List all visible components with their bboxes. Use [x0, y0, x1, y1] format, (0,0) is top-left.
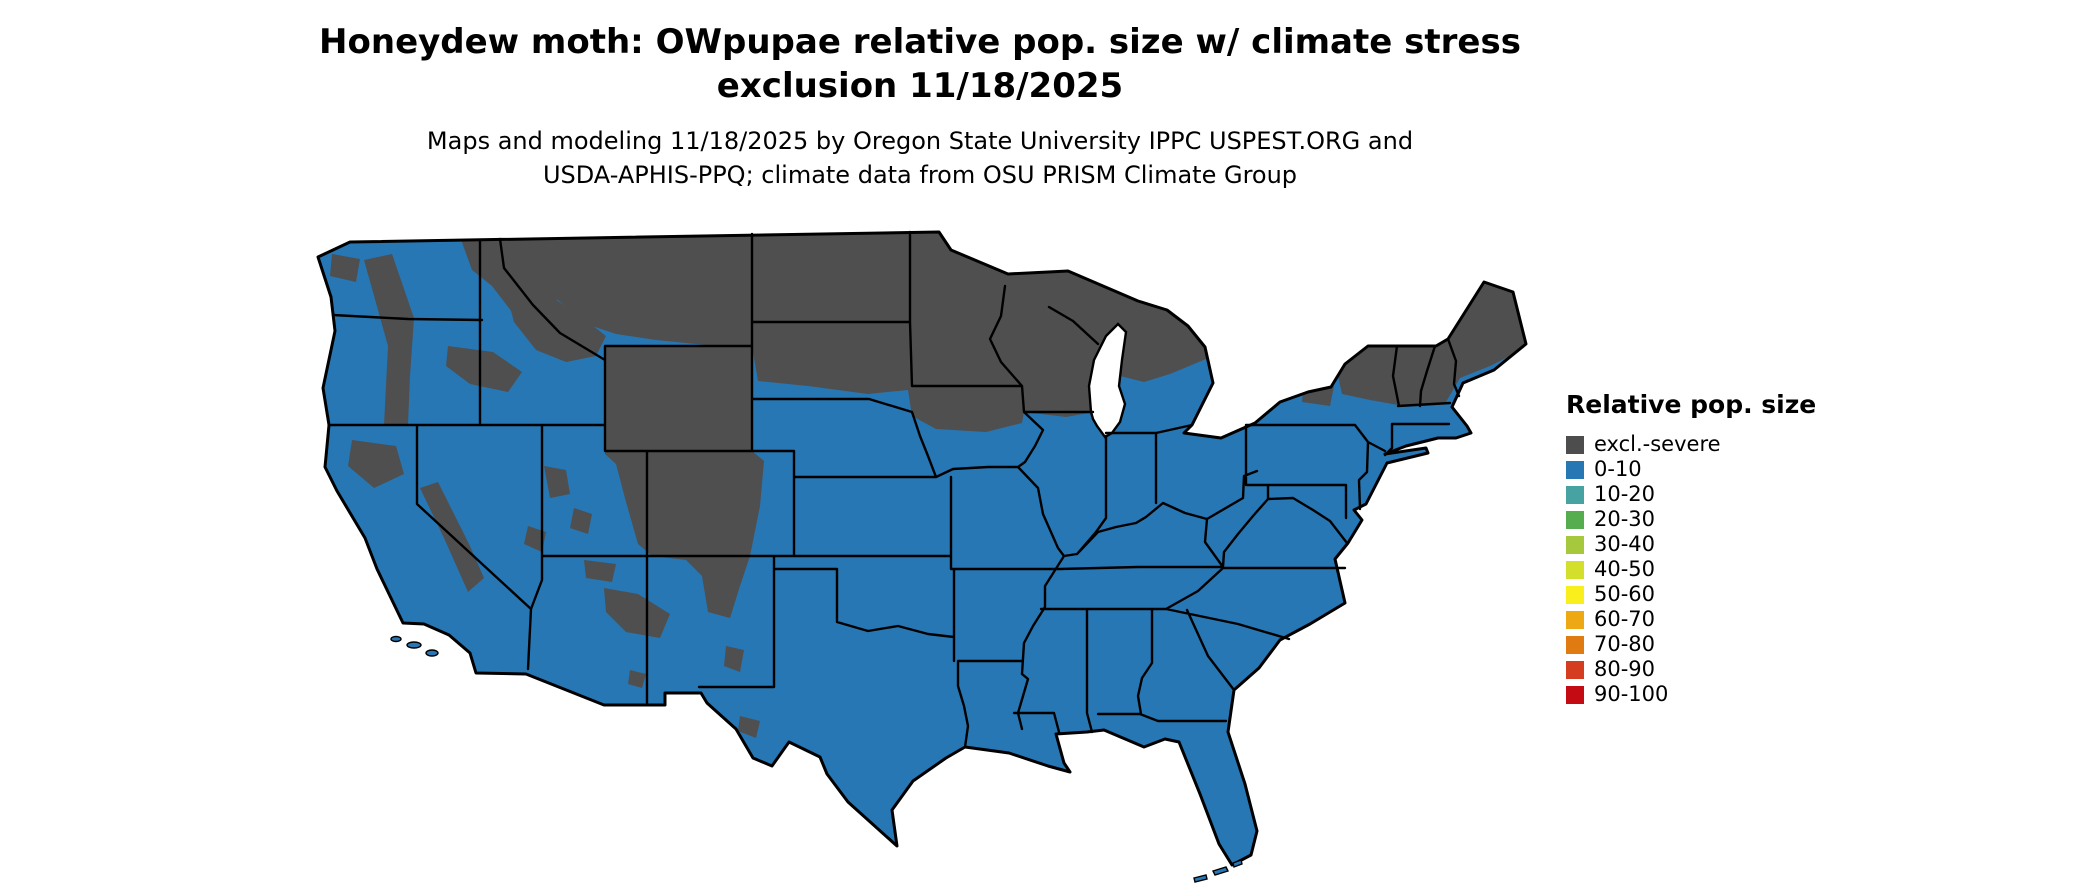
legend-label: excl.-severe — [1594, 432, 1721, 456]
legend-swatch-60-70 — [1566, 610, 1584, 629]
excluded-sacramento-mtns — [724, 646, 744, 672]
legend-swatch-30-40 — [1566, 535, 1584, 554]
excluded-mogollon — [604, 588, 670, 638]
excluded-northern-band — [456, 232, 1218, 432]
legend: Relative pop. size excl.-severe 0-10 10-… — [1566, 390, 1846, 707]
channel-islands — [390, 635, 439, 657]
map-subtitle: Maps and modeling 11/18/2025 by Oregon S… — [130, 124, 1710, 192]
legend-swatch-90-100 — [1566, 685, 1584, 704]
us-map-svg — [316, 230, 1528, 883]
legend-swatch-40-50 — [1566, 560, 1584, 579]
map-title-line2: exclusion 11/18/2025 — [716, 66, 1124, 106]
legend-label: 60-70 — [1594, 607, 1656, 631]
legend-swatch-50-60 — [1566, 585, 1584, 604]
legend-label: 40-50 — [1594, 557, 1656, 581]
legend-swatch-20-30 — [1566, 510, 1584, 529]
excluded-kaibab — [584, 560, 616, 582]
legend-label: 50-60 — [1594, 582, 1656, 606]
legend-label: 10-20 — [1594, 482, 1656, 506]
legend-label: 70-80 — [1594, 632, 1656, 656]
legend-swatch-10-20 — [1566, 485, 1584, 504]
lake-michigan — [1087, 322, 1128, 439]
legend-item: 70-80 — [1566, 632, 1846, 657]
legend-swatch-70-80 — [1566, 635, 1584, 654]
legend-label: 80-90 — [1594, 657, 1656, 681]
legend-swatch-80-90 — [1566, 660, 1584, 679]
excluded-nevada-1 — [544, 466, 570, 498]
excluded-northeast — [1338, 276, 1526, 406]
map-subtitle-line1: Maps and modeling 11/18/2025 by Oregon S… — [426, 127, 1414, 155]
map-title: Honeydew moth: OWpupae relative pop. siz… — [130, 20, 1710, 108]
excluded-blue-mountains — [446, 346, 522, 392]
map-title-line1: Honeydew moth: OWpupae relative pop. siz… — [319, 22, 1521, 62]
excluded-idaho-mountains — [504, 284, 606, 362]
legend-label: 30-40 — [1594, 532, 1656, 556]
legend-swatch-excl-severe — [1566, 435, 1584, 454]
legend-item: 90-100 — [1566, 682, 1846, 707]
legend-item: excl.-severe — [1566, 432, 1846, 457]
legend-item: 10-20 — [1566, 482, 1846, 507]
state-borders — [327, 230, 1461, 749]
legend-item: 20-30 — [1566, 507, 1846, 532]
legend-title: Relative pop. size — [1566, 390, 1817, 419]
legend-item: 40-50 — [1566, 557, 1846, 582]
excluded-sky-islands — [628, 670, 646, 688]
map-subtitle-line2: USDA-APHIS-PPQ; climate data from OSU PR… — [542, 161, 1298, 189]
legend-label: 20-30 — [1594, 507, 1656, 531]
excluded-nevada-2 — [570, 508, 592, 534]
legend-label: 90-100 — [1594, 682, 1669, 706]
excluded-cascades — [364, 254, 414, 425]
excluded-davis-mtns — [738, 716, 760, 738]
legend-swatch-0-10 — [1566, 460, 1584, 479]
excluded-olympics — [330, 254, 360, 282]
excluded-nevada-3 — [524, 526, 546, 552]
florida-keys — [1193, 859, 1243, 883]
us-map — [308, 226, 1530, 890]
legend-item: 30-40 — [1566, 532, 1846, 557]
excluded-rockies — [605, 346, 764, 618]
excluded-klamath — [348, 440, 404, 488]
legend-item: 80-90 — [1566, 657, 1846, 682]
legend-item: 50-60 — [1566, 582, 1846, 607]
us-outline — [316, 230, 1528, 867]
legend-item: 60-70 — [1566, 607, 1846, 632]
legend-label: 0-10 — [1594, 457, 1642, 481]
legend-item: 0-10 — [1566, 457, 1846, 482]
